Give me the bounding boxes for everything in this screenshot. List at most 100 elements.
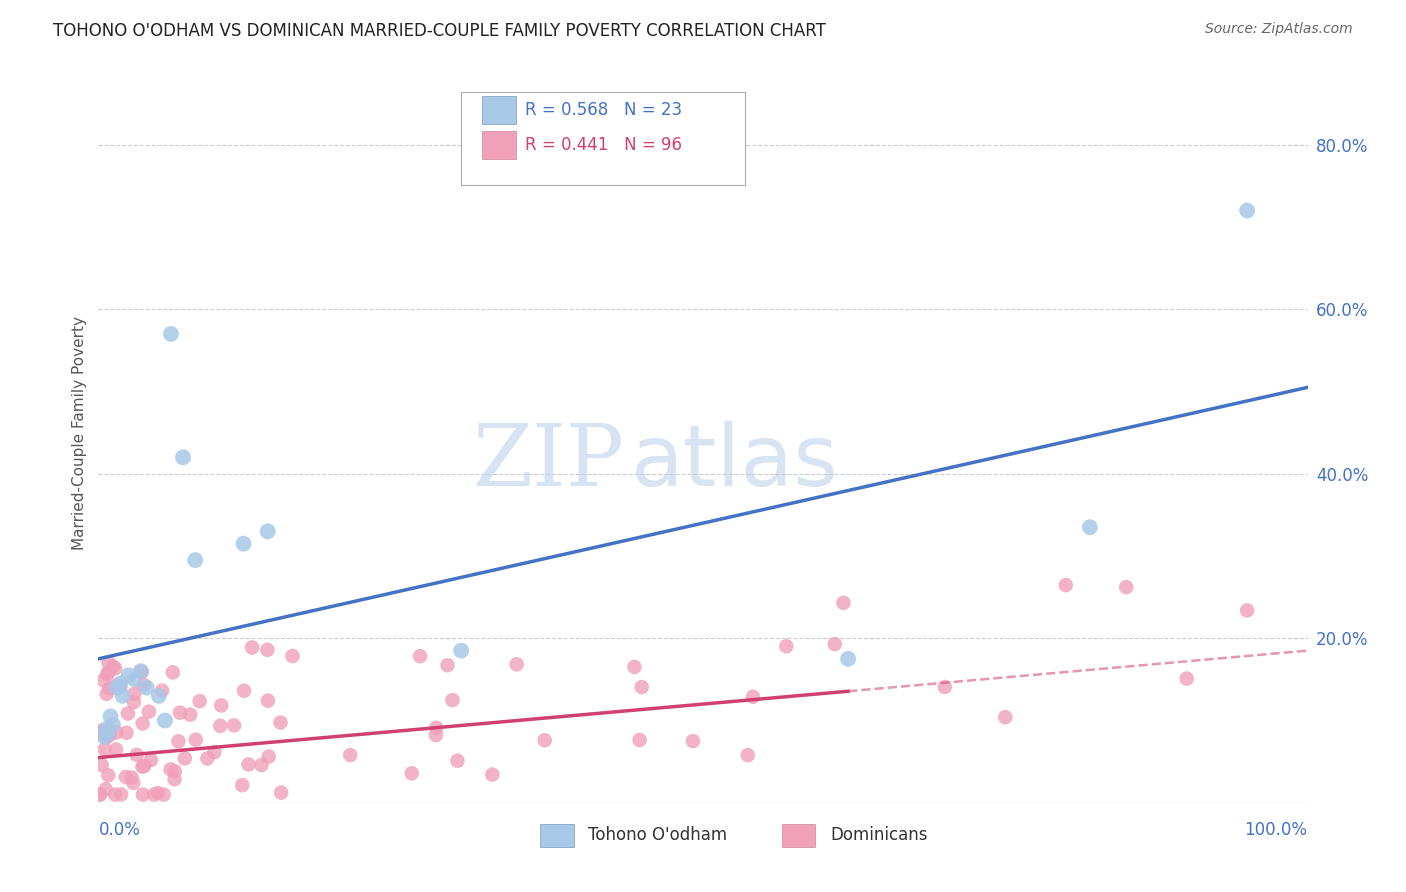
Point [233, 683, 256, 698]
Point [93, 730, 115, 744]
Point [110, 680, 132, 694]
Point [98, 728, 121, 742]
Point [148, 689, 170, 703]
Point [741, 690, 763, 704]
Point [160, 326, 183, 341]
Point [184, 732, 207, 747]
Point [270, 715, 292, 730]
Point [118, 668, 141, 682]
Point [173, 751, 195, 765]
Point [111, 689, 134, 703]
Point [1078, 520, 1101, 534]
Point [450, 643, 472, 657]
Point [129, 664, 152, 678]
Point [832, 596, 855, 610]
Point [481, 767, 503, 781]
Point [339, 747, 361, 762]
Point [125, 747, 148, 762]
Point [824, 637, 846, 651]
Bar [482, 95, 516, 124]
Point [97, 768, 120, 782]
Point [105, 725, 128, 739]
Point [114, 770, 136, 784]
Point [124, 687, 146, 701]
Bar [782, 823, 815, 847]
Point [131, 760, 153, 774]
Point [240, 640, 263, 655]
Point [1175, 672, 1198, 686]
Point [124, 673, 146, 687]
Text: Tohono O'odham: Tohono O'odham [588, 826, 727, 845]
Point [270, 786, 292, 800]
Text: R = 0.441   N = 96: R = 0.441 N = 96 [526, 136, 682, 153]
Point [96, 687, 118, 701]
Point [143, 788, 166, 802]
Point [90, 723, 112, 738]
Point [153, 714, 176, 728]
Point [630, 680, 652, 694]
Y-axis label: Married-Couple Family Poverty: Married-Couple Family Poverty [72, 316, 87, 549]
Point [146, 786, 169, 800]
Point [628, 733, 651, 747]
Text: ZIP: ZIP [472, 421, 624, 504]
FancyBboxPatch shape [461, 92, 745, 185]
Point [1115, 580, 1137, 594]
Point [90, 758, 112, 772]
Point [89, 788, 111, 802]
Point [132, 788, 155, 802]
Text: atlas: atlas [630, 421, 838, 504]
Point [104, 661, 127, 675]
Point [104, 742, 127, 756]
Bar [540, 823, 574, 847]
Point [138, 705, 160, 719]
Point [104, 788, 127, 802]
Point [93, 742, 115, 756]
Text: TOHONO O'ODHAM VS DOMINICAN MARRIED-COUPLE FAMILY POVERTY CORRELATION CHART: TOHONO O'ODHAM VS DOMINICAN MARRIED-COUP… [53, 22, 827, 40]
Point [179, 707, 201, 722]
Point [110, 788, 132, 802]
Point [100, 709, 122, 723]
Point [682, 734, 704, 748]
Point [150, 683, 173, 698]
Point [117, 706, 139, 721]
Point [134, 759, 156, 773]
Point [994, 710, 1017, 724]
Point [108, 676, 131, 690]
Point [122, 776, 145, 790]
Point [737, 748, 759, 763]
Point [409, 649, 432, 664]
Point [401, 766, 423, 780]
Point [232, 536, 254, 550]
Point [623, 660, 645, 674]
Point [90, 726, 112, 740]
Point [1054, 578, 1077, 592]
Point [837, 652, 859, 666]
Point [506, 657, 529, 672]
Point [152, 788, 174, 802]
Point [167, 734, 190, 748]
Point [256, 642, 278, 657]
Text: R = 0.568   N = 23: R = 0.568 N = 23 [526, 101, 682, 119]
Text: Source: ZipAtlas.com: Source: ZipAtlas.com [1205, 22, 1353, 37]
Bar [482, 130, 516, 159]
Point [257, 694, 280, 708]
Point [209, 719, 232, 733]
Point [441, 693, 464, 707]
Point [131, 665, 153, 679]
Point [94, 782, 117, 797]
Point [104, 679, 127, 693]
Point [96, 667, 118, 681]
Point [238, 757, 260, 772]
Point [446, 754, 468, 768]
Point [101, 717, 124, 731]
Point [184, 553, 207, 567]
Point [97, 656, 120, 670]
Point [195, 751, 218, 765]
Point [122, 695, 145, 709]
Point [97, 665, 120, 680]
Point [1236, 603, 1258, 617]
Point [533, 733, 555, 747]
Point [135, 681, 157, 695]
Point [162, 665, 184, 680]
Point [188, 694, 211, 708]
